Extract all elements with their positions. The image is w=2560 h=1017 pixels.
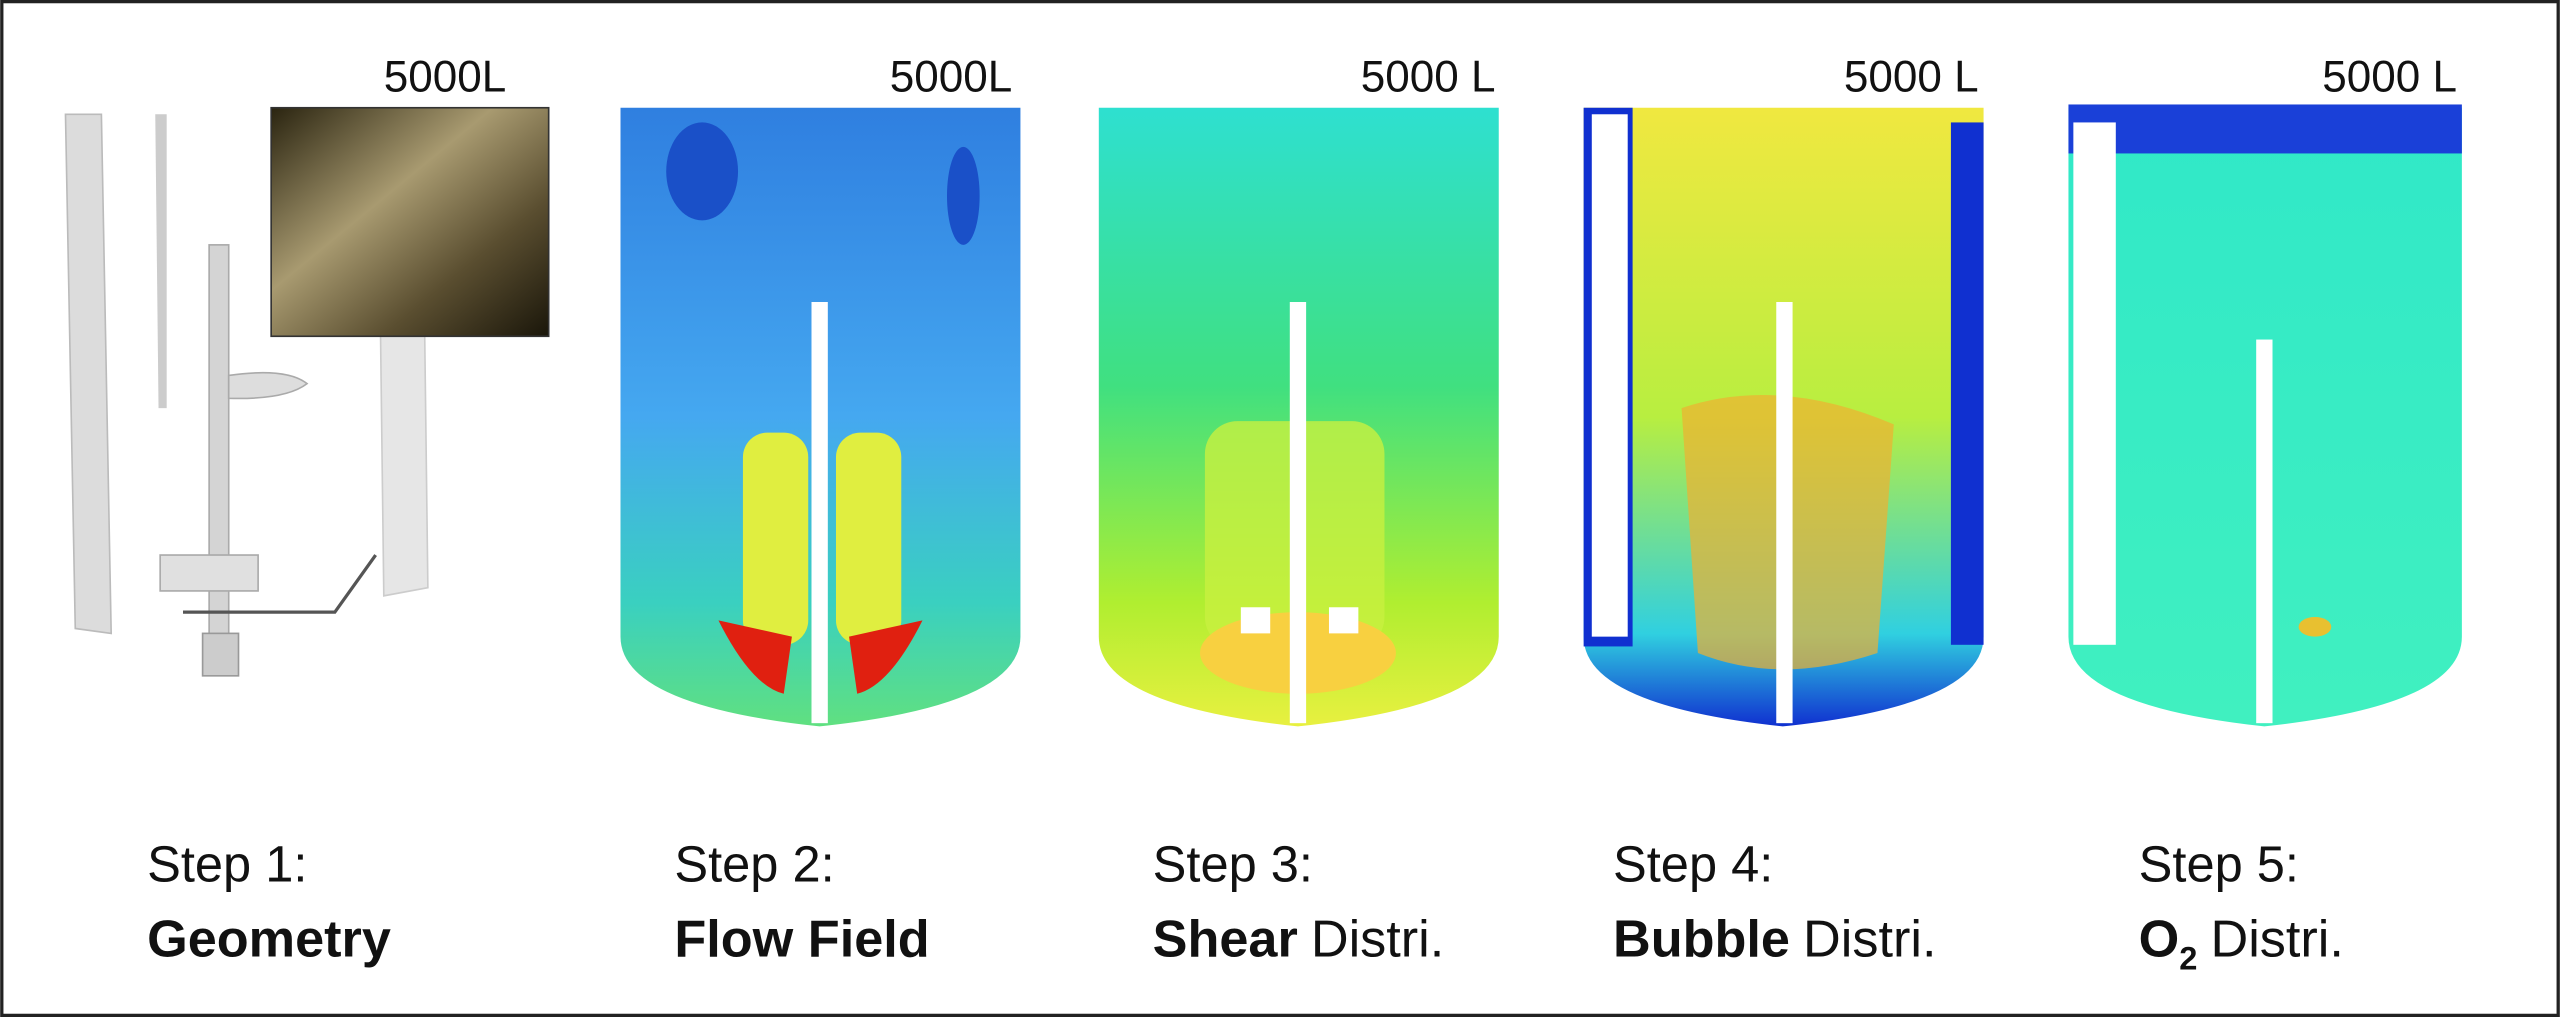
bubble-image <box>1583 107 1984 727</box>
o2-image <box>2068 104 2462 727</box>
step-label: Step 5: <box>2139 836 2299 893</box>
volume-label: 5000L <box>384 52 507 101</box>
volume-label: 5000L <box>890 52 1013 101</box>
step-title: Shear Distri. <box>1153 911 1445 969</box>
title-rest: Distri. <box>1803 911 1936 969</box>
title-bold: Geometry <box>147 911 391 969</box>
step-title: Geometry <box>147 911 391 969</box>
labels: 5000L Step 1: Geometry 5000L Step 2: Flow Fie… <box>147 52 2457 976</box>
step-label: Step 4: <box>1613 836 1773 893</box>
step-label: Step 1: <box>147 836 307 893</box>
title-bold: Shear <box>1153 911 1298 969</box>
title-subscript: 2 <box>2179 940 2197 977</box>
title-bold: Bubble <box>1613 911 1790 969</box>
title-bold: Flow Field <box>674 911 929 969</box>
step-title: Bubble Distri. <box>1613 911 1936 969</box>
geometry-drawing <box>64 106 550 677</box>
shear-image <box>1098 107 1499 727</box>
flow-field-image <box>620 107 1021 727</box>
step-title: O2 Distri. <box>2139 911 2344 977</box>
title-bold: O <box>2139 911 2180 969</box>
title-rest: Distri. <box>1311 911 1444 969</box>
step-label: Step 3: <box>1153 836 1313 893</box>
volume-label: 5000 L <box>1844 52 1979 101</box>
step-title: Flow Field <box>674 911 929 969</box>
volume-label: 5000 L <box>2322 52 2457 101</box>
step-label: Step 2: <box>674 836 834 893</box>
title-rest: Distri. <box>2210 911 2343 969</box>
volume-label: 5000 L <box>1361 52 1496 101</box>
